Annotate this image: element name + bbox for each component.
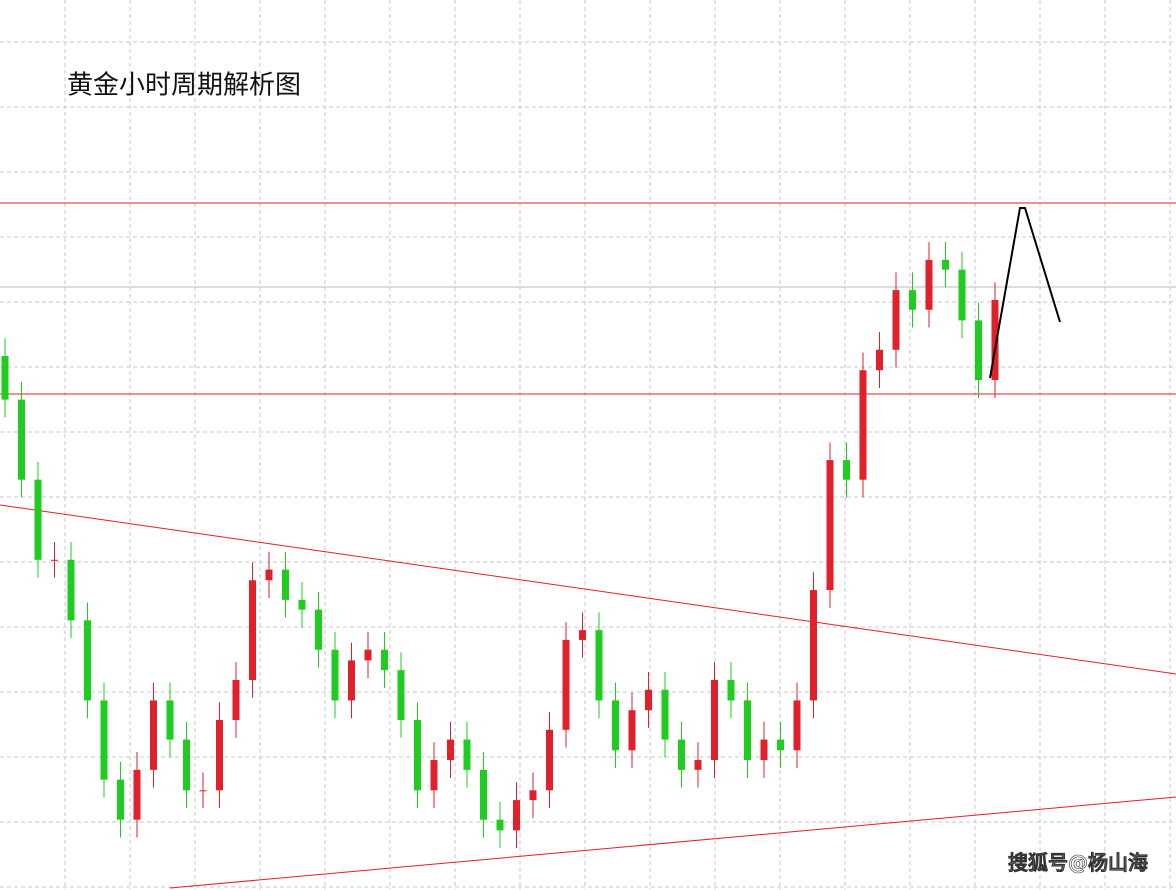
candle-body	[942, 259, 949, 270]
trend-line-upper	[0, 504, 1176, 675]
watermark: 搜狐号@杨山海	[1008, 851, 1148, 875]
candle-body	[183, 739, 190, 791]
candle-body	[843, 460, 850, 480]
candle-body	[331, 649, 339, 701]
candle-body	[100, 700, 108, 780]
candle-body	[133, 769, 141, 820]
candle-body	[447, 739, 454, 761]
candle-body	[315, 609, 322, 650]
trend-line-lower	[169, 796, 1176, 889]
candle-body	[67, 559, 75, 621]
candle-body	[760, 739, 768, 761]
candle-body	[661, 689, 669, 740]
forecast-path	[989, 207, 1061, 379]
candle-body	[298, 599, 306, 610]
candle-body	[249, 580, 256, 680]
candle-body	[199, 790, 207, 792]
candle-body	[282, 569, 289, 600]
candle-body	[744, 700, 751, 761]
candle-body	[117, 779, 124, 820]
candle-body	[1, 356, 9, 400]
candle-body	[892, 290, 900, 350]
candle-body	[975, 320, 982, 381]
candle-body	[925, 259, 933, 310]
candle-body	[496, 819, 504, 831]
candle-body	[51, 559, 58, 561]
candle-body	[513, 800, 520, 831]
candle-body	[909, 290, 916, 310]
candle-body	[562, 639, 570, 730]
candle-body	[430, 760, 438, 791]
candle-body	[810, 590, 817, 701]
candle-body	[166, 700, 174, 740]
candle-body	[711, 679, 718, 761]
candle-body	[694, 760, 702, 770]
candle-body	[480, 769, 487, 820]
candle-body	[265, 569, 273, 581]
candle-body	[414, 720, 421, 791]
candle-body	[579, 630, 586, 640]
candle-body	[18, 399, 25, 480]
candle-body	[364, 649, 372, 661]
candle-body	[546, 729, 553, 791]
candle-body	[397, 670, 405, 721]
candle-body	[529, 790, 537, 801]
candle-body	[876, 349, 883, 371]
candles	[1, 242, 999, 849]
chart-title: 黄金小时周期解析图	[67, 71, 301, 101]
candle-body	[232, 679, 240, 721]
candle-body	[628, 710, 636, 751]
candle-body	[84, 620, 91, 701]
candle-body	[678, 739, 685, 770]
candle-body	[381, 649, 388, 671]
candle-body	[793, 700, 801, 751]
candle-body	[777, 739, 784, 751]
candle-body	[348, 660, 355, 701]
candle-body	[150, 700, 157, 770]
candle-body	[216, 720, 223, 791]
candle-body	[34, 479, 42, 560]
candle-body	[958, 269, 966, 321]
candle-body	[991, 299, 999, 381]
candle-body	[595, 630, 603, 701]
candle-body	[826, 460, 834, 591]
candle-body	[645, 689, 652, 711]
candle-body	[727, 679, 735, 701]
candle-body	[463, 739, 471, 770]
candle-body	[612, 700, 619, 751]
candle-body	[859, 370, 867, 480]
